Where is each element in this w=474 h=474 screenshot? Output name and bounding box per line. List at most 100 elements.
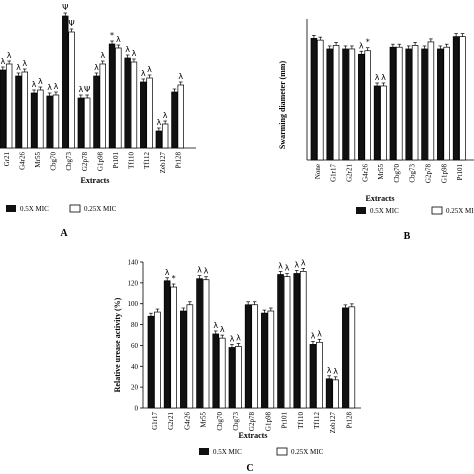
panel-c-ytick-label: 120 [128, 279, 139, 287]
panel-c-xtick-label: Tf112 [313, 412, 321, 429]
panel-c-ytick-label: 60 [131, 342, 139, 350]
panel-b-xtick-label: G1p98 [440, 164, 448, 184]
panel-b-significance-mark: λ [381, 73, 386, 82]
panel-a-significance-mark: λ [0, 57, 5, 66]
panel-c-bar [147, 315, 155, 409]
panel-b-bar [459, 36, 466, 161]
panel-a-bar [93, 75, 100, 149]
panel-c-significance-mark: λ [204, 267, 209, 276]
panel-a-significance-mark: λ [116, 35, 121, 44]
panel-b-bar [310, 38, 318, 161]
panel-a-significance-mark: λ [147, 65, 152, 74]
panel-a-xtick-label: Pt101 [112, 152, 120, 169]
panel-c-bar [228, 347, 236, 409]
panel-a-significance-mark: λ [163, 111, 168, 120]
panel-b-legend-label-1: 0.5X MIC [370, 207, 399, 215]
panel-a-bar [68, 31, 75, 149]
panel-a-bar [99, 63, 106, 149]
panel-b-xtick-label: Pt101 [456, 164, 464, 181]
panel-b-bar [427, 41, 435, 161]
panel-c-bar [170, 286, 177, 409]
panel-b-legend-swatch-2 [431, 206, 443, 215]
panel-a-significance-mark: λ [78, 85, 83, 94]
panel-c-significance-mark: λ [197, 266, 202, 275]
panel-c-xtick-label: Tf110 [297, 412, 305, 429]
panel-c-bar [218, 337, 226, 409]
panel-c-bar [293, 273, 301, 409]
panel-a-significance-mark: λ [47, 83, 52, 92]
panel-c-significance-mark: λ [230, 335, 235, 344]
panel-a-bar [146, 77, 153, 149]
panel-c-significance-mark: λ [301, 258, 306, 267]
panel-c-xtick-label: Mr55 [200, 412, 208, 428]
panel-a-significance-mark: λ [156, 118, 161, 127]
panel-a-xlabel: Extracts [81, 176, 110, 185]
panel-c-ytick-label: 20 [131, 384, 139, 392]
panel-b-bar [396, 46, 403, 161]
panel-a-significance-mark: λ [178, 72, 183, 81]
panel-c-bar [299, 271, 307, 409]
panel-b-xtick-label: G2r21 [346, 164, 354, 182]
panel-b-significance-mark: λ [359, 41, 364, 50]
panel-b-xtick-label: G4r26 [361, 164, 369, 182]
panel-a-bar [177, 84, 184, 149]
panel-c-bar [196, 278, 203, 409]
panel-a-significance-mark: λ [94, 63, 99, 72]
panel-c-bar [235, 346, 242, 409]
panel-a-bar [15, 75, 22, 149]
panel-c-significance-mark: λ [220, 325, 225, 334]
panel-a-bar [155, 130, 163, 149]
panel-b-bar [443, 46, 450, 161]
panel-b-bar [364, 50, 371, 161]
panel-b-bar [332, 45, 340, 161]
panel-b-label: B [404, 231, 411, 242]
panel-a-bar [83, 97, 91, 149]
panel-c-ylabel: Relative urease activity (%) [113, 297, 122, 392]
panel-a-legend-label-1: 0.5X MIC [20, 205, 49, 213]
panel-b-xtick-label: None [314, 164, 322, 179]
panel-a-legend: 0.5X MIC 0.25X MIC [6, 204, 117, 213]
panel-a-significance-mark: λ [32, 80, 37, 89]
panel-c-bar [316, 341, 323, 409]
panel-a-significance-mark: λ [132, 49, 137, 58]
panel-b-legend-swatch-1 [356, 207, 366, 214]
panel-a-bar [5, 63, 13, 149]
panel-c-ytick-label: 0 [135, 405, 139, 413]
panel-b-significance-mark: * [366, 38, 370, 47]
panel-b-bar [405, 48, 412, 161]
panel-b-bar [358, 53, 365, 161]
panel-a-xtick-label: Cbg73 [65, 152, 73, 171]
panel-a-bar [108, 43, 116, 149]
panel-b-xtick-label: G2p78 [425, 164, 433, 184]
panel-c-bar [342, 307, 349, 409]
panel-b-xtick-label: Mr55 [377, 164, 385, 180]
panel-a-significance-mark: λ [7, 51, 12, 60]
panel-a-significance-mark: λ [100, 51, 105, 60]
panel-a-xtick-label: Gr21 [3, 152, 11, 167]
panel-c-legend-swatch-2 [276, 447, 288, 456]
panel-a-xtick-label: G4r26 [18, 152, 26, 170]
panel-b-bar [342, 48, 349, 161]
panel-a-xtick-label: Mr55 [34, 152, 42, 168]
panel-a-bar [115, 47, 122, 149]
panel-a-significance-mark: λ [141, 69, 146, 78]
panel-a-significance-mark: λ [22, 59, 27, 68]
panel-a-significance-mark: * [110, 31, 114, 40]
panel-c-significance-mark: λ [165, 268, 170, 277]
panel-a-bar [161, 123, 169, 149]
panel-b-legend-label-2: 0.25X MIC [446, 207, 474, 215]
panel-a-bar [124, 57, 131, 149]
panel-a-bar [21, 71, 28, 149]
panel-b-xlabel: Extracts [366, 194, 395, 203]
panel-a-bar [52, 94, 60, 149]
panel-c-label: C [246, 463, 253, 474]
panel-c-significance-mark: λ [317, 329, 322, 338]
panel-c-bar [332, 379, 339, 409]
panel-c-significance-mark: * [172, 274, 176, 283]
panel-c-xtick-label: G1r17 [151, 412, 159, 430]
